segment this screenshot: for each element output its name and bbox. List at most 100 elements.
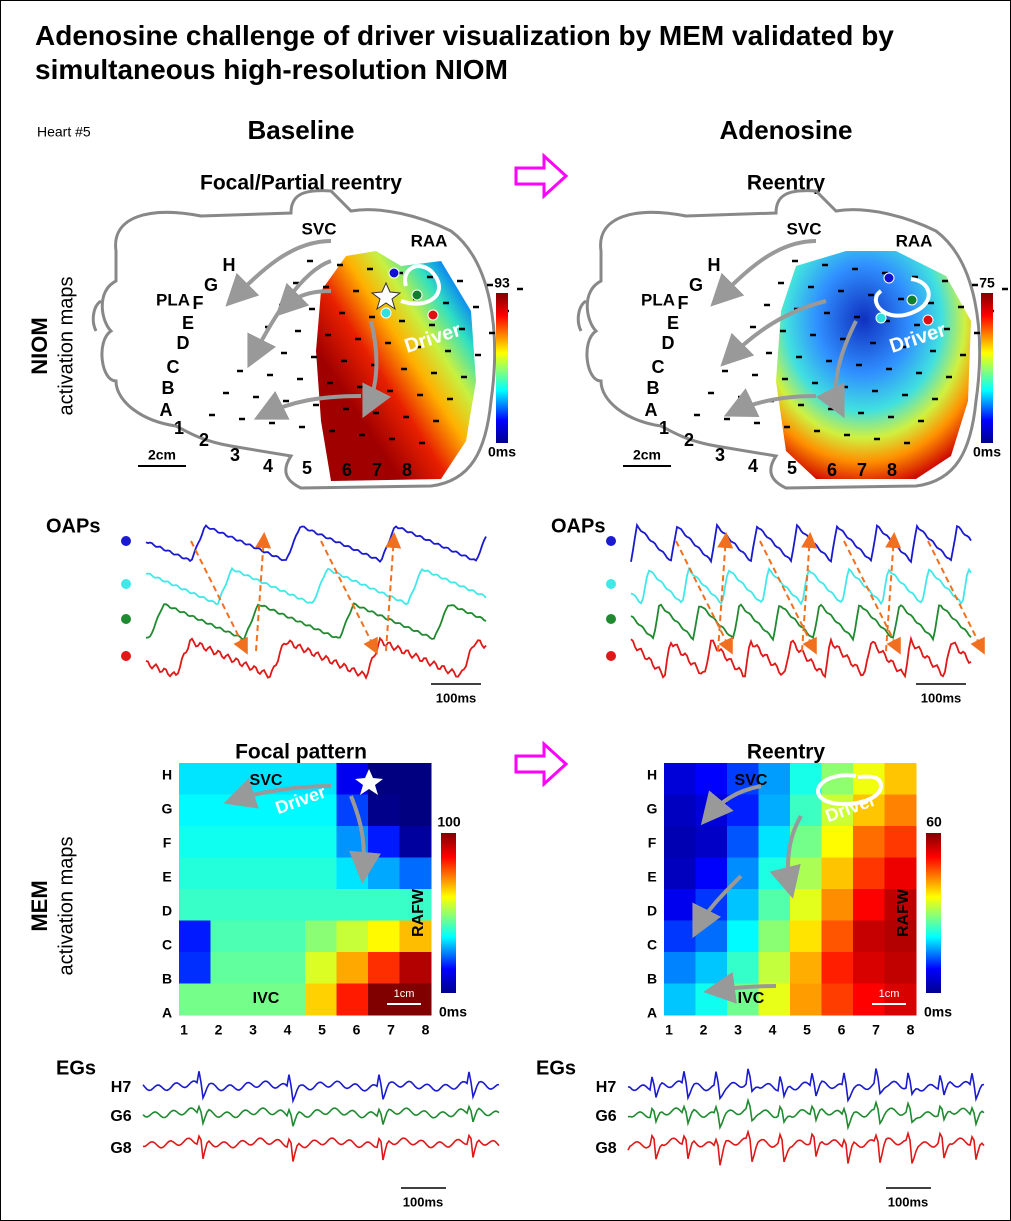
heat-cell <box>664 889 696 921</box>
lead-label: G8 <box>595 1140 616 1157</box>
heat-cell <box>273 826 306 858</box>
driver-star <box>355 769 383 795</box>
electrode-row: B <box>162 378 175 398</box>
label-raa: RAA <box>411 231 448 250</box>
propagation-arrow <box>723 388 817 418</box>
heat-cell <box>399 889 432 921</box>
heat-cell <box>884 794 917 827</box>
heat-cell <box>179 952 211 984</box>
heat-cell <box>884 826 917 858</box>
lead-label: G6 <box>595 1108 616 1125</box>
mem-col: 5 <box>803 1022 811 1038</box>
heat-cell <box>758 763 791 795</box>
label-rafw: RAFW <box>895 888 912 937</box>
eg-trace <box>142 1104 500 1127</box>
recording-site <box>411 289 423 301</box>
driver-loop <box>400 264 441 306</box>
heat-cell <box>727 920 759 953</box>
atrium-outline <box>91 189 497 490</box>
heat-cell <box>695 763 728 795</box>
mem-row: H <box>647 767 657 783</box>
heat-cell <box>821 920 854 953</box>
mem-col: 5 <box>318 1022 326 1038</box>
row-label: activation maps <box>55 837 77 976</box>
heat-cell <box>305 857 337 890</box>
lead-label: H7 <box>596 1079 617 1096</box>
mem-col: 1 <box>180 1022 188 1038</box>
recording-site <box>427 309 439 321</box>
electrode-row: A <box>160 400 173 420</box>
label-ivc: IVC <box>738 990 765 1007</box>
electrode-col: 1 <box>659 418 669 438</box>
oap-trace <box>145 602 487 641</box>
heat-cell <box>179 857 211 890</box>
mem-col: 7 <box>872 1022 880 1038</box>
colorbar-min: 0ms <box>439 1004 467 1020</box>
panel-title: Reentry <box>747 172 826 195</box>
electrode-col: 5 <box>302 458 312 478</box>
activation-arrow <box>190 540 248 655</box>
eg-label: EGs <box>536 1057 576 1079</box>
heat-cell <box>664 763 696 795</box>
heat-cell <box>368 826 400 858</box>
label-svc: SVC <box>250 772 283 789</box>
electrode-col: 3 <box>230 445 240 465</box>
heat-cell <box>790 920 822 953</box>
heat-cell <box>399 857 432 890</box>
electrode-col: 6 <box>342 460 352 480</box>
heat-cell <box>664 952 696 984</box>
scale-label: 1cm <box>879 988 900 1000</box>
heat-cell <box>399 952 432 984</box>
heat-cell <box>853 983 885 1016</box>
electrode-row: G <box>204 275 218 295</box>
heat-cell <box>273 857 306 890</box>
heat-cell <box>210 857 243 890</box>
heat-cell <box>242 952 274 984</box>
activation-arrow <box>843 540 901 655</box>
trace-dot <box>121 579 131 589</box>
colorbar-max: 75 <box>979 275 995 291</box>
heat-cell <box>368 952 400 984</box>
label-ivc: IVC <box>253 990 280 1007</box>
mem-row: A <box>647 1005 657 1021</box>
heat-cell <box>242 826 274 858</box>
trace-dot <box>121 651 131 661</box>
recording-site <box>380 307 392 319</box>
electrode-row: F <box>678 293 689 313</box>
electrode-row: D <box>662 333 675 353</box>
propagation-arrow <box>362 320 392 419</box>
propagation-arrow <box>225 239 332 307</box>
trace-dot <box>606 536 616 546</box>
electrode-row: H <box>708 255 721 275</box>
electrode-col: 2 <box>684 430 694 450</box>
lead-label: G8 <box>110 1140 131 1157</box>
heat-cell <box>368 889 400 921</box>
electrode-row: F <box>193 293 204 313</box>
heat-cell <box>821 983 854 1016</box>
heat-cell <box>727 826 759 858</box>
driver-loop <box>874 277 931 318</box>
heat-cell <box>336 920 369 953</box>
colorbar-min: 0ms <box>924 1004 952 1020</box>
oap-trace <box>145 566 487 606</box>
heat-cell <box>790 983 822 1016</box>
heat-cell <box>758 889 791 921</box>
heat-cell <box>664 826 696 858</box>
heat-cell <box>179 794 211 827</box>
heat-cell <box>210 952 243 984</box>
recording-site <box>388 267 400 279</box>
heat-cell <box>884 889 917 921</box>
heat-cell <box>853 952 885 984</box>
heat-cell <box>210 826 243 858</box>
heat-cell <box>853 920 885 953</box>
oap-trace <box>630 635 972 679</box>
heat-cell <box>368 983 400 1016</box>
heat-cell <box>179 920 211 953</box>
electrode-row: B <box>647 378 660 398</box>
heat-cell <box>305 826 337 858</box>
colorbar <box>926 833 941 993</box>
row-label: activation maps <box>55 277 77 416</box>
scale-label: 2cm <box>148 447 176 463</box>
activation-arrow <box>320 540 378 655</box>
